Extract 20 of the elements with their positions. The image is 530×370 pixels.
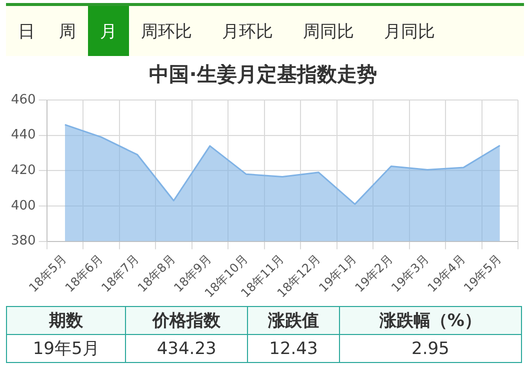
y-tick-label: 380 <box>10 234 36 249</box>
text: 涨跌幅（%） <box>339 306 522 334</box>
y-tick-label: 400 <box>10 198 36 214</box>
text: 月环比 <box>221 20 274 44</box>
text: 期数 <box>6 306 126 334</box>
text: 周同比 <box>302 20 355 44</box>
text: 19年5月 <box>6 334 126 362</box>
text: 2.95 <box>339 334 522 362</box>
y-tick-label: 440 <box>10 128 36 143</box>
text: 周 <box>58 20 77 44</box>
text: 价格指数 <box>126 306 248 334</box>
text: 434.23 <box>126 334 248 362</box>
text: 12.43 <box>248 334 340 362</box>
text: 月 <box>88 6 129 56</box>
y-tick-label: 460 <box>10 92 36 108</box>
text: 周环比 <box>140 20 193 44</box>
text: 涨跌值 <box>248 306 340 334</box>
text: 日 <box>17 20 36 44</box>
text: 月同比 <box>383 20 436 44</box>
y-tick-label: 420 <box>10 163 36 178</box>
